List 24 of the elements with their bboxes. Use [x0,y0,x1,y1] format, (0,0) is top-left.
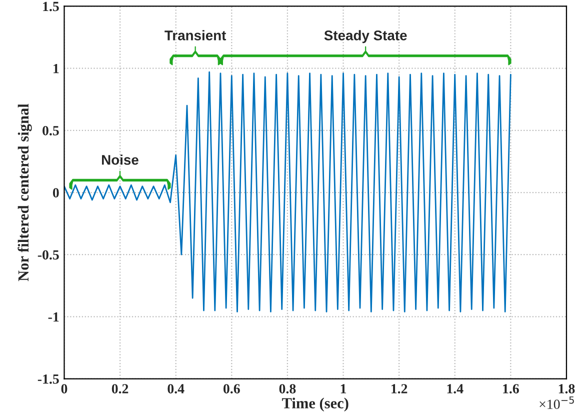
y-tick-label: 1.5 [43,2,59,12]
x-axis-title: Time (sec) [282,398,348,412]
x-tick-label: 1.2 [392,384,408,394]
line-series [64,71,512,312]
y-tick-label: 1 [54,64,59,74]
x-tick-label: 1.6 [503,384,519,394]
x-tick-label: 0.8 [279,384,296,394]
x-tick-label: 0.2 [112,384,128,394]
x-tick-label: 1.8 [558,384,575,394]
x-tick-label: 1 [340,384,346,394]
y-tick-label: 0.5 [42,126,59,136]
y-axis-title: Nor filtered centered signal [18,104,32,282]
text: ×10$^{−5}$ [540,396,574,410]
y-tick-label: -0.5 [38,250,59,260]
annotation: Transient [164,30,226,40]
annotation: Steady State [324,30,407,44]
y-tick-label: -1.5 [38,374,59,384]
x-tick-label: 1.4 [447,384,464,394]
x-tick-label: 0.4 [168,384,184,394]
y-tick-label: -1 [48,312,59,322]
annotation: Noise [102,154,138,165]
y-tick-label: 0 [52,188,59,198]
x-tick-label: 0 [61,384,68,394]
x-tick-label: 0.6 [224,384,240,394]
